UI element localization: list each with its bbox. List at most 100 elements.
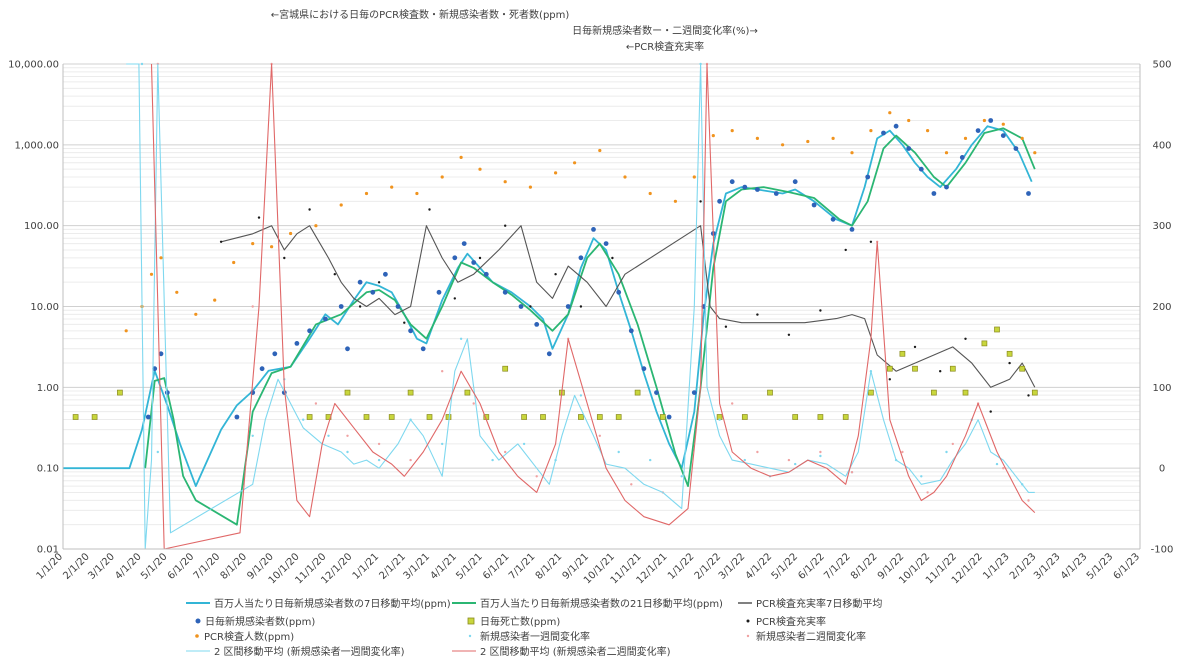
series-point-3 xyxy=(578,255,584,261)
series-point-7 xyxy=(522,442,526,446)
series-point-3 xyxy=(158,351,164,357)
series-point-5 xyxy=(270,245,274,249)
series-point-5 xyxy=(982,118,987,123)
series-point-6 xyxy=(388,414,395,420)
series-point-5 xyxy=(213,298,217,302)
series-point-7 xyxy=(680,475,683,478)
series-point-3 xyxy=(603,241,609,247)
series-point-6 xyxy=(426,414,433,420)
series-point-3 xyxy=(234,414,240,420)
series-point-5 xyxy=(175,290,179,294)
series-point-5 xyxy=(711,134,715,138)
series-point-5 xyxy=(1020,136,1024,140)
series-point-3 xyxy=(944,184,949,190)
series-point-8 xyxy=(901,450,904,454)
series-point-7 xyxy=(579,394,583,397)
legend-item-pcr-7day: PCR検査充実率7日移動平均 xyxy=(738,597,882,610)
series-9 xyxy=(126,63,1035,550)
series-point-6 xyxy=(407,389,414,396)
series-point-3 xyxy=(691,390,697,395)
series-3 xyxy=(145,118,1031,420)
series-point-3 xyxy=(164,390,170,395)
series-point-8 xyxy=(441,370,444,373)
series-point-7 xyxy=(156,450,159,454)
series-6 xyxy=(72,326,1038,420)
series-point-3 xyxy=(931,191,937,196)
legend-item-deaths: 日毎死亡数(ppm) xyxy=(467,615,560,628)
series-point-4 xyxy=(939,370,942,373)
series-point-6 xyxy=(994,326,1000,333)
y-right-tick-label: 300 xyxy=(1152,221,1171,232)
series-point-4 xyxy=(989,410,992,413)
series-point-5 xyxy=(503,180,507,184)
series-point-4 xyxy=(888,378,891,381)
series-point-6 xyxy=(596,414,603,420)
series-point-3 xyxy=(1013,146,1019,151)
series-point-8 xyxy=(1027,499,1030,502)
series-point-7 xyxy=(743,458,746,462)
series-point-8 xyxy=(535,475,538,478)
series-point-6 xyxy=(306,414,313,420)
series-point-5 xyxy=(1033,151,1037,155)
legend-swatch-pcr-ratio xyxy=(746,619,750,623)
y-left-tick-label: 0.01 xyxy=(37,545,59,556)
y-left-tick-label: 1,000.00 xyxy=(14,140,59,151)
series-point-3 xyxy=(345,346,350,352)
series-point-3 xyxy=(461,241,467,247)
series-point-3 xyxy=(518,304,524,309)
series-point-4 xyxy=(358,305,362,308)
y-left-tick-label: 0.10 xyxy=(37,464,59,475)
series-point-3 xyxy=(452,255,458,261)
series-point-3 xyxy=(534,322,540,327)
series-point-3 xyxy=(483,271,489,277)
series-point-3 xyxy=(420,346,426,352)
series-point-8 xyxy=(951,442,954,446)
series-point-3 xyxy=(591,227,596,232)
series-point-7 xyxy=(995,462,999,466)
series-point-5 xyxy=(415,191,419,196)
series-point-6 xyxy=(445,414,452,420)
series-point-3 xyxy=(357,279,363,285)
series-point-5 xyxy=(314,224,318,228)
series-point-5 xyxy=(232,260,236,265)
series-point-6 xyxy=(981,340,988,347)
y-left-tick-label: 1.00 xyxy=(37,383,59,394)
series-point-7 xyxy=(327,434,330,437)
series-point-5 xyxy=(730,129,734,133)
series-point-6 xyxy=(1006,350,1013,357)
series-5 xyxy=(124,111,1037,333)
series-point-3 xyxy=(628,328,634,334)
series-point-3 xyxy=(250,390,256,395)
series-point-3 xyxy=(259,366,265,372)
series-point-4 xyxy=(1027,394,1030,397)
series-point-6 xyxy=(949,365,956,372)
series-point-5 xyxy=(831,136,835,140)
series-point-5 xyxy=(926,129,930,133)
series-point-3 xyxy=(145,414,151,420)
series-point-4 xyxy=(579,305,583,308)
series-point-8 xyxy=(346,434,349,437)
series-line-2 xyxy=(220,225,1036,388)
series-point-3 xyxy=(338,304,344,309)
series-line-1 xyxy=(144,127,1036,526)
series-point-4 xyxy=(724,325,728,328)
series-point-6 xyxy=(817,414,824,420)
series-point-4 xyxy=(377,281,381,284)
series-point-3 xyxy=(773,191,779,196)
series-point-4 xyxy=(787,333,791,336)
series-line-10 xyxy=(150,63,1036,550)
series-point-5 xyxy=(289,231,293,236)
series-point-5 xyxy=(478,167,482,171)
series-point-7 xyxy=(302,418,305,421)
series-point-3 xyxy=(849,227,855,232)
y-right-tick-label: 0 xyxy=(1159,464,1165,475)
y-right-tick-label: 100 xyxy=(1152,383,1171,394)
series-point-6 xyxy=(886,365,893,372)
legend-label-21day-avg: 百万人当たり日毎新規感染者数の21日移動平均(ppm) xyxy=(480,597,723,610)
series-point-3 xyxy=(616,289,622,295)
series-point-7 xyxy=(649,458,652,462)
legend-label-pcr-7day: PCR検査充実率7日移動平均 xyxy=(756,597,882,610)
series-point-3 xyxy=(565,304,571,309)
series-point-4 xyxy=(453,297,456,300)
series-point-5 xyxy=(339,203,343,207)
